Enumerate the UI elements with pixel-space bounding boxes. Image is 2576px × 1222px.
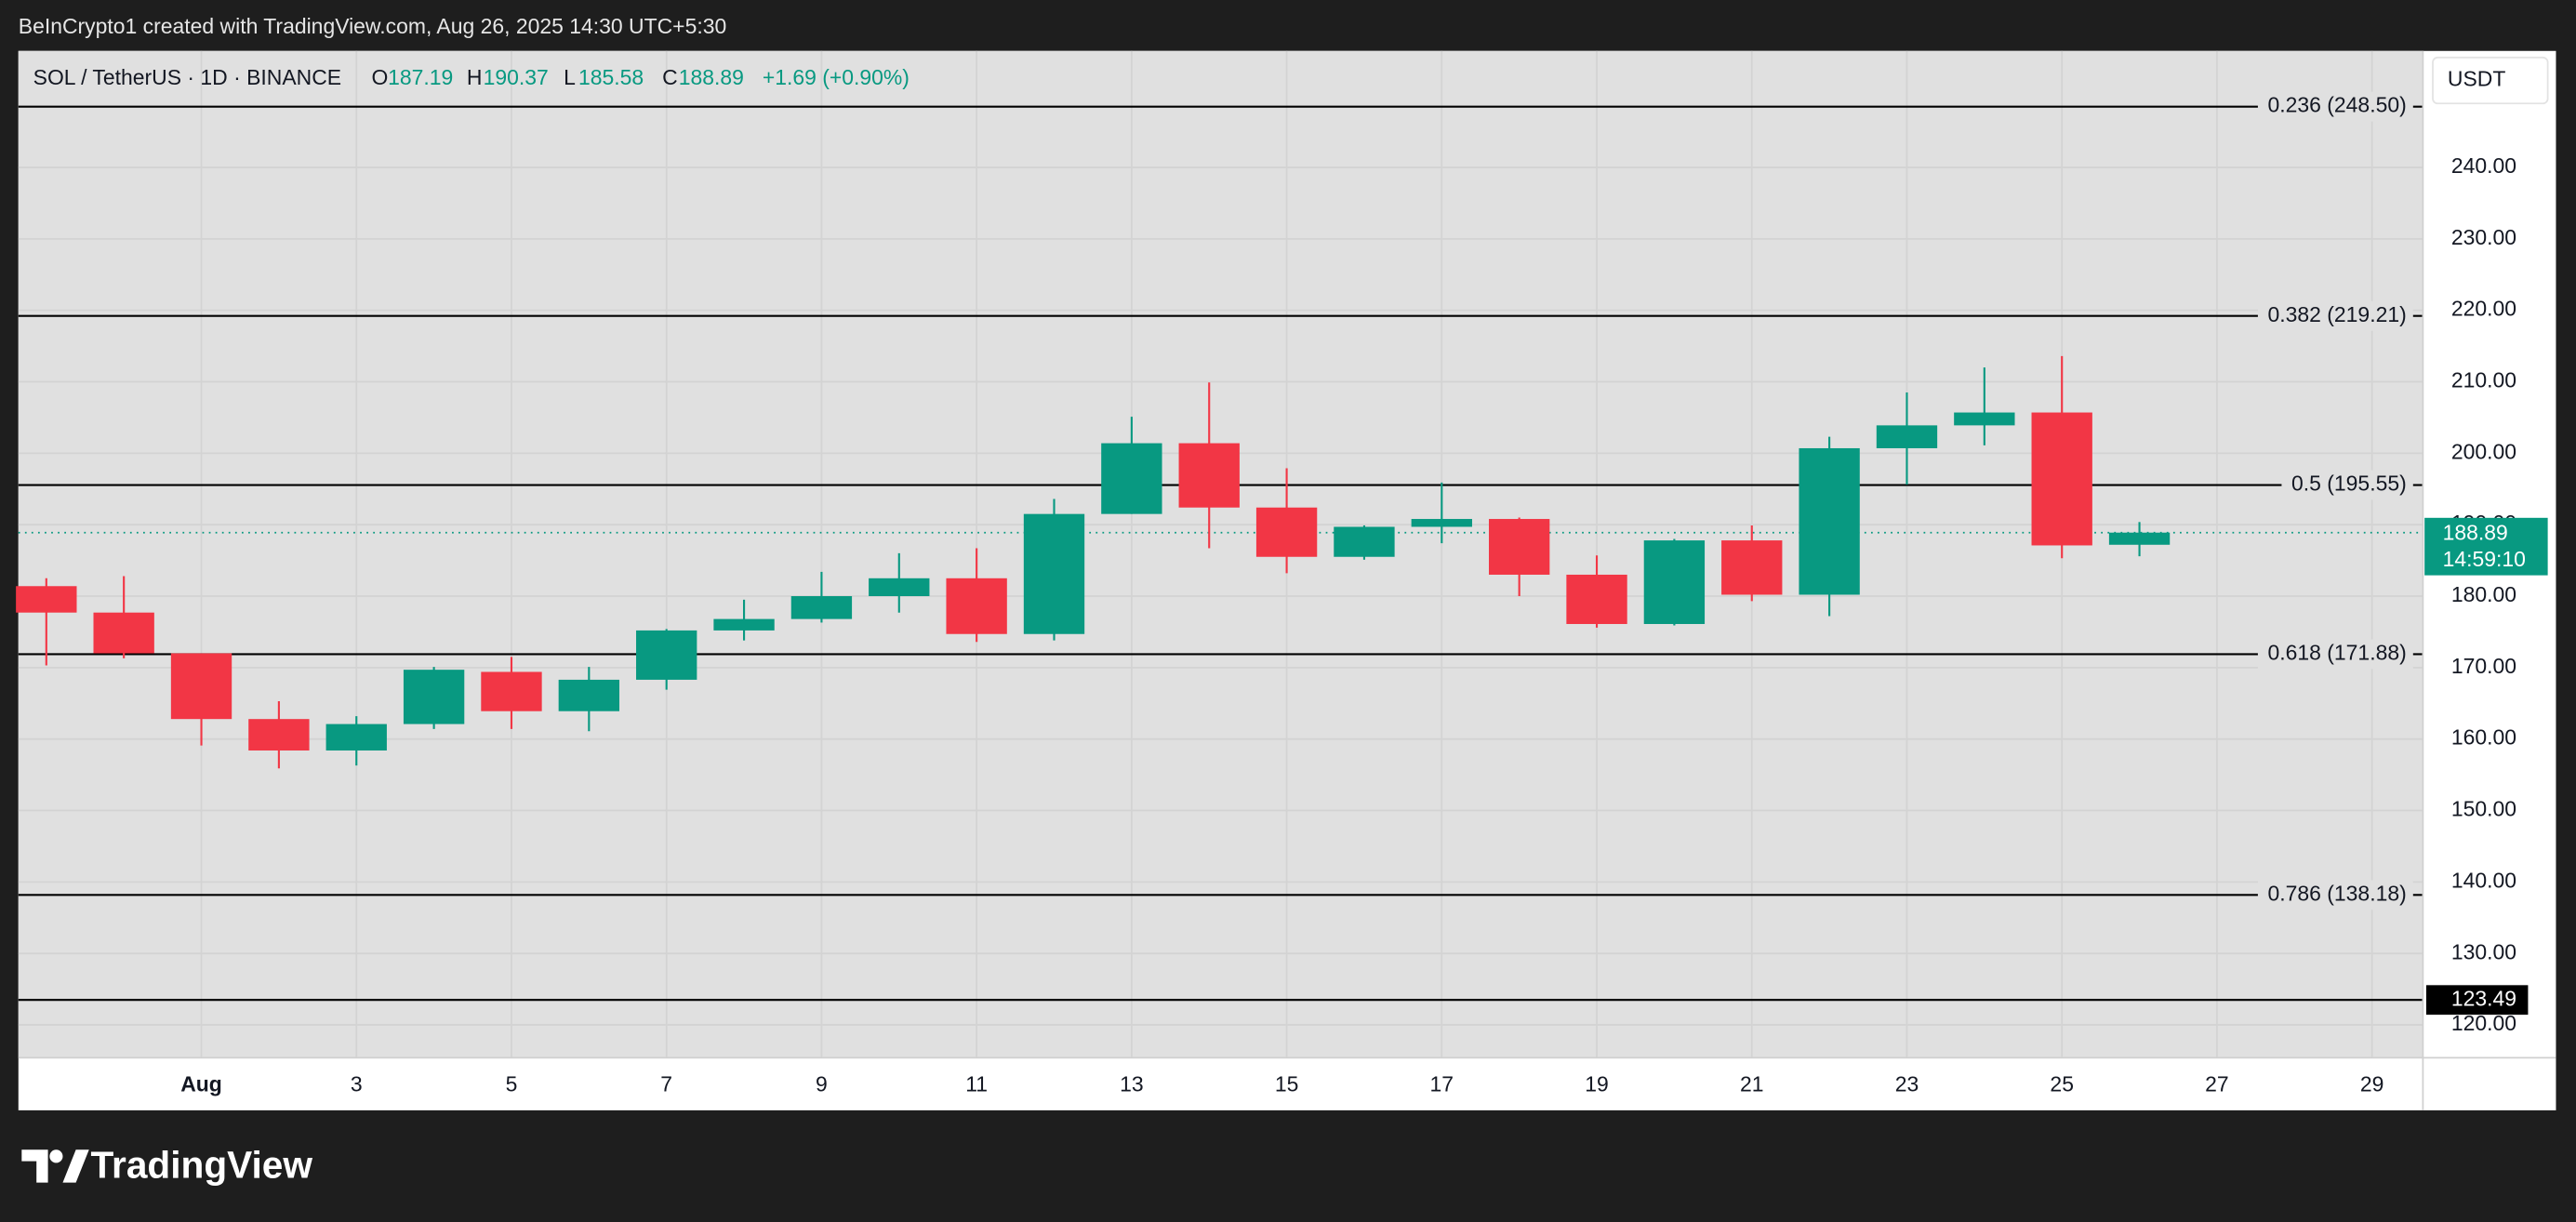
y-tick-label: 170.00 — [2451, 654, 2516, 678]
candle-body — [558, 679, 620, 711]
x-tick-label: 3 — [351, 1071, 363, 1096]
logo-mark — [21, 1149, 48, 1183]
logo-mark — [62, 1149, 89, 1183]
y-tick-label: 150.00 — [2451, 797, 2516, 821]
ohlc-letter: O — [372, 65, 389, 89]
y-tick-label: 220.00 — [2451, 297, 2516, 321]
candle-body — [2031, 412, 2092, 546]
header: BeInCrypto1 created with TradingView.com… — [19, 14, 726, 38]
candle-body — [170, 653, 232, 720]
level-label: 0.618 (171.88) — [2268, 640, 2407, 664]
candle-body — [2108, 532, 2171, 545]
ohlc-value: 188.89 — [679, 65, 744, 89]
x-tick-label: 15 — [1275, 1071, 1299, 1096]
x-tick-label: 21 — [1740, 1071, 1764, 1096]
level-label-bg — [2257, 91, 2413, 122]
y-tick-label: 230.00 — [2451, 225, 2516, 249]
level-tag — [2425, 985, 2529, 1016]
y-tick-label: 180.00 — [2451, 582, 2516, 606]
candle-body — [636, 630, 697, 680]
logo-mark — [49, 1149, 63, 1163]
y-tick-label: 130.00 — [2451, 939, 2516, 963]
x-tick-label: 5 — [506, 1071, 518, 1096]
candle-body — [1178, 443, 1240, 508]
candle-body — [1954, 412, 2015, 426]
level-label-bg — [2257, 639, 2413, 670]
candle-body — [1876, 425, 1938, 448]
y-tick-label: 120.00 — [2451, 1011, 2516, 1035]
candle-body — [1255, 507, 1318, 557]
candle-body — [1411, 519, 1472, 527]
y-tick-label: 200.00 — [2451, 439, 2516, 463]
price-tag-countdown: 14:59:10 — [2443, 547, 2526, 571]
candle-body — [325, 724, 387, 750]
x-tick-label: Aug — [180, 1071, 222, 1096]
level-label-bg — [2281, 470, 2413, 500]
legend: SOL / TetherUS · 1D · BINANCE O 187.19 H… — [33, 65, 910, 89]
currency-button[interactable] — [2432, 56, 2549, 105]
price-tag-value: 188.89 — [2443, 521, 2508, 545]
axes: 120.00 130.00 140.00 150.00 160.00 170.00 180.… — [180, 153, 2548, 1096]
ohlc-letter: L — [564, 65, 576, 89]
x-tick-label: 7 — [660, 1071, 672, 1096]
ohlc-value: 187.19 — [388, 65, 453, 89]
x-tick-label: 19 — [1585, 1071, 1609, 1096]
level-label: 0.236 (248.50) — [2268, 93, 2407, 117]
candle-body — [93, 612, 154, 654]
candles — [16, 355, 2171, 769]
x-tick-label: 13 — [1120, 1071, 1144, 1096]
x-tick-label: 25 — [2050, 1071, 2074, 1096]
candle-body — [790, 596, 853, 619]
candle-body — [946, 578, 1007, 634]
y-tick-label: 140.00 — [2451, 868, 2516, 892]
level-label-bg — [2257, 300, 2413, 331]
change: +1.69 (+0.90%) — [763, 65, 910, 89]
x-tick-label: 27 — [2205, 1071, 2229, 1096]
levels: 0.236 (248.50) 0.382 (219.21) 0.5 (195.55)… — [18, 91, 2423, 1002]
ohlc-value: 190.37 — [484, 65, 549, 89]
candle-body — [869, 578, 930, 597]
symbol-title: SOL / TetherUS · 1D · BINANCE — [33, 65, 341, 89]
candle-body — [1566, 574, 1627, 624]
candle-body — [16, 586, 77, 613]
candle-body — [481, 671, 542, 711]
ohlc-letter: H — [467, 65, 483, 89]
level-label-bg — [2257, 880, 2413, 910]
y-tick-label: 210.00 — [2451, 368, 2516, 392]
level-label: 0.786 (138.18) — [2268, 881, 2407, 905]
level-label: 0.5 (195.55) — [2291, 472, 2407, 496]
level-tag-label: 123.49 — [2451, 986, 2516, 1010]
x-tick-label: 23 — [1895, 1071, 1919, 1096]
candle-body — [248, 719, 310, 750]
candle-body — [403, 670, 465, 724]
candle-body — [1721, 540, 1783, 595]
y-tick-label: 160.00 — [2451, 725, 2516, 750]
logo: TradingView — [21, 1143, 312, 1186]
x-tick-label: 29 — [2360, 1071, 2384, 1096]
candle-body — [1101, 443, 1162, 514]
candle-body — [1799, 447, 1860, 595]
candle-body — [1023, 513, 1085, 634]
candle-body — [1488, 519, 1550, 575]
price-tag — [2424, 517, 2548, 576]
x-tick-label: 9 — [816, 1071, 828, 1096]
ohlc-letter: C — [662, 65, 678, 89]
plot-area — [18, 50, 2423, 1058]
candle-body — [1643, 540, 1706, 624]
candle-body — [1334, 526, 1395, 557]
level-label: 0.382 (219.21) — [2268, 302, 2407, 326]
ohlc-value: 185.58 — [578, 65, 644, 89]
x-tick-label: 11 — [965, 1071, 988, 1096]
currency[interactable]: USDT — [2448, 67, 2505, 91]
y-tick-label: 240.00 — [2451, 153, 2516, 178]
candle-body — [713, 618, 775, 631]
x-tick-label: 17 — [1430, 1071, 1454, 1096]
brand: TradingView — [90, 1143, 312, 1186]
